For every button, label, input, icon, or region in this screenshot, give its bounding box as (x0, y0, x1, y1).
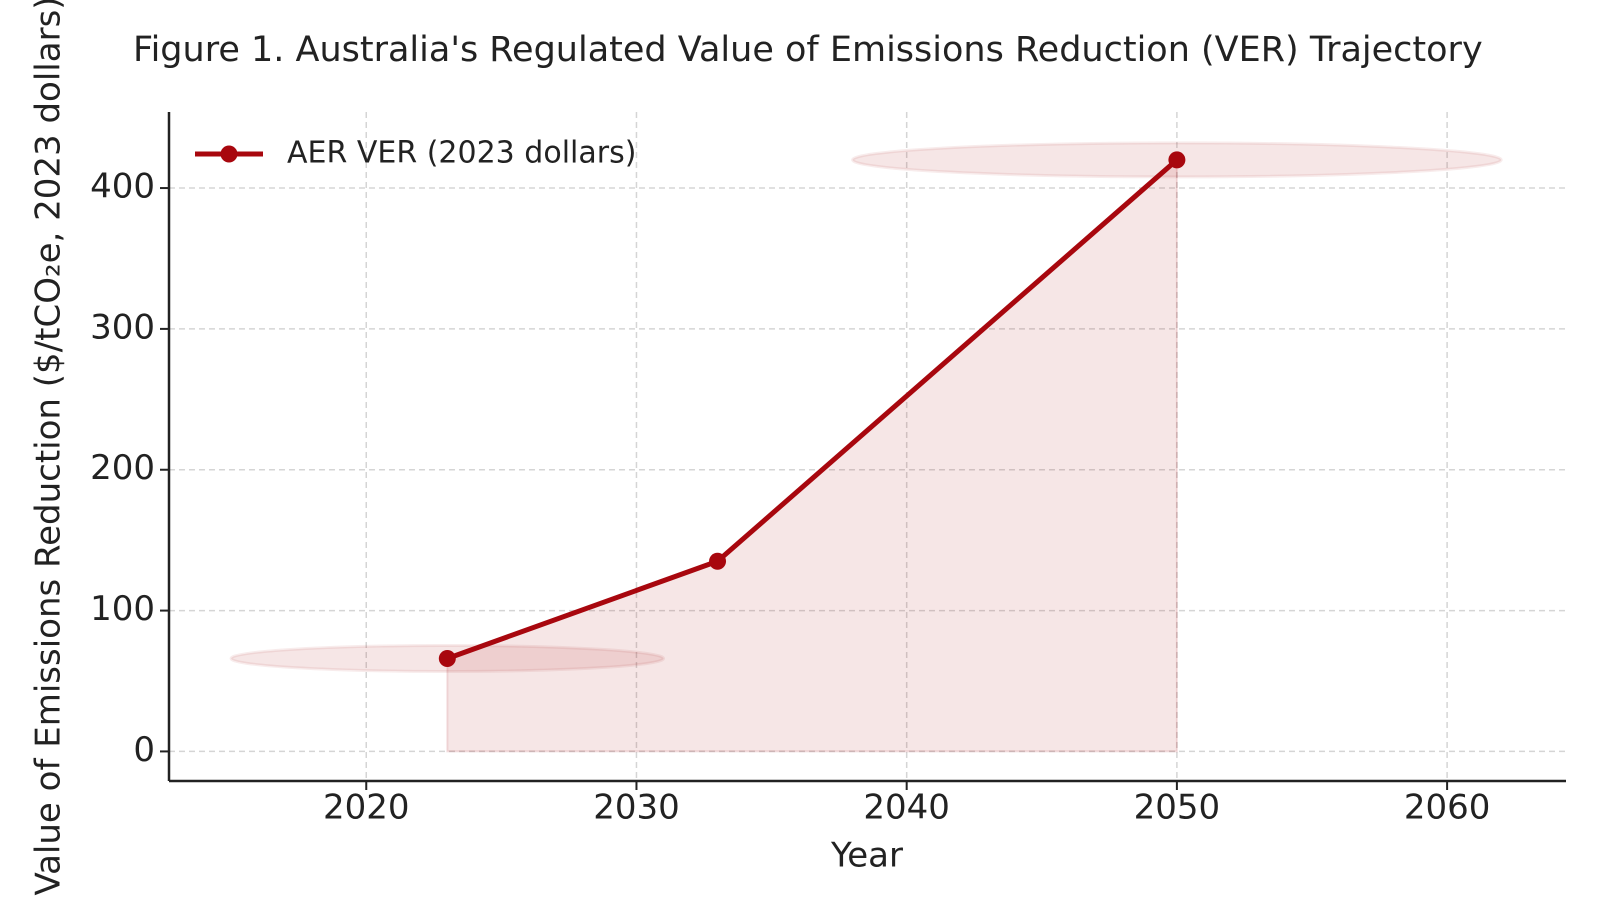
y-axis-label: Value of Emissions Reduction ($/tCO₂e, 2… (29, 0, 69, 896)
x-tick-label: 2050 (1134, 788, 1221, 828)
point (709, 552, 727, 570)
y-tick-label: 100 (90, 589, 155, 629)
area (446, 157, 1178, 753)
point (438, 649, 456, 667)
x-axis-label: Year (830, 836, 903, 876)
y-tick-label: 0 (133, 730, 155, 770)
x-tick-label: 2040 (863, 788, 950, 828)
point (1168, 151, 1186, 169)
chart-title: Figure 1. Australia's Regulated Value of… (133, 30, 1483, 70)
y-tick-label: 400 (90, 167, 155, 207)
x-tick-label: 2020 (323, 788, 410, 828)
legend-label: AER VER (2023 dollars) (287, 136, 636, 171)
legend-marker (220, 145, 238, 163)
x-tick-label: 2030 (593, 788, 680, 828)
y-tick-label: 300 (90, 307, 155, 347)
y-tick-label: 200 (90, 448, 155, 488)
x-tick-label: 2060 (1404, 788, 1491, 828)
